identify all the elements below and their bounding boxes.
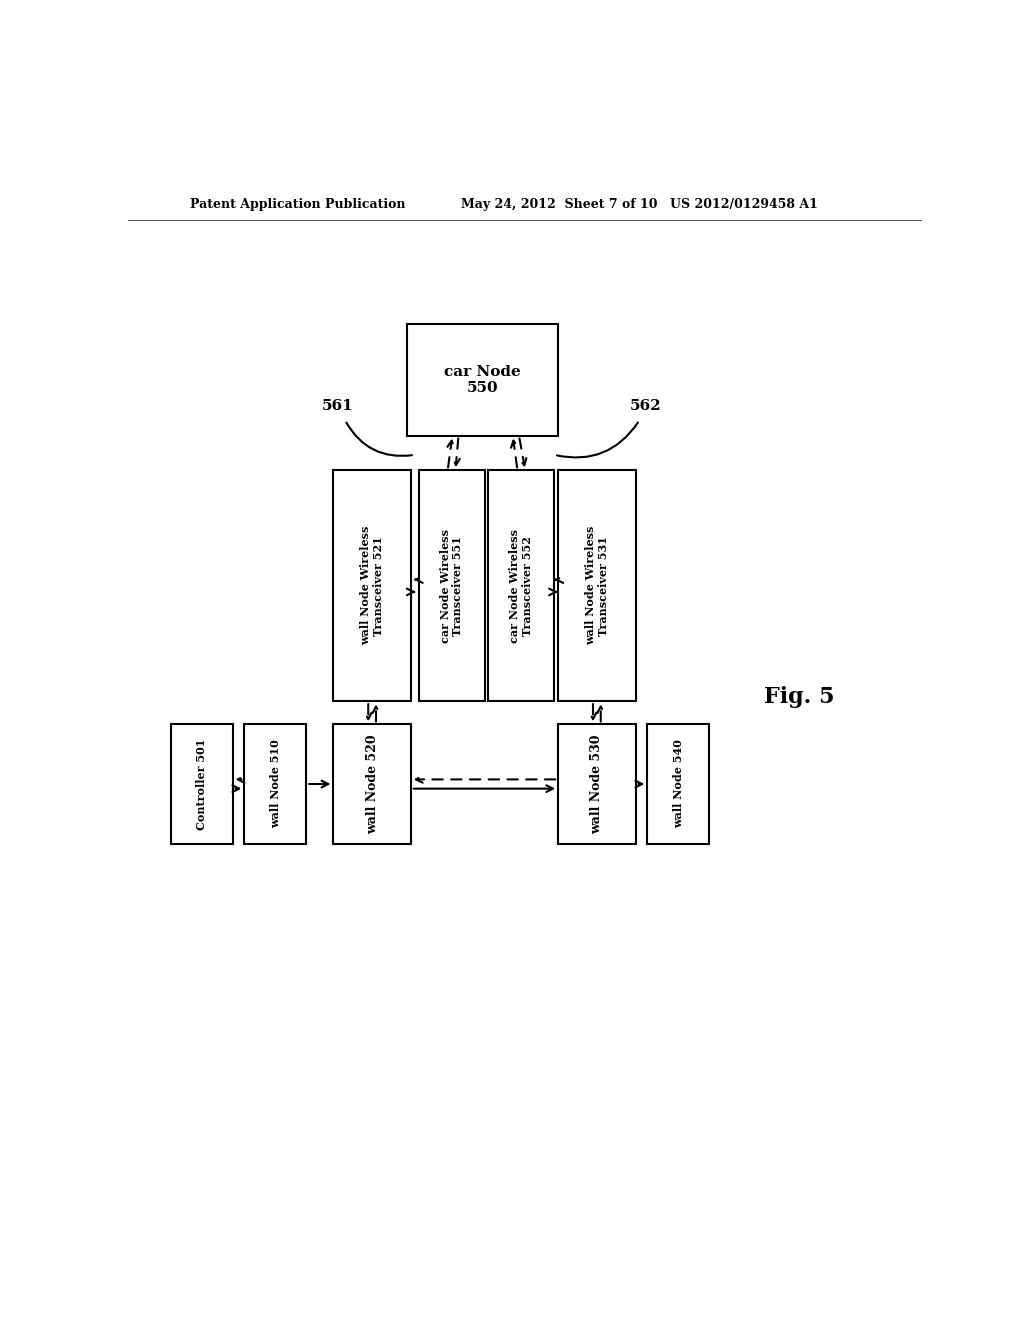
Bar [558, 725, 636, 843]
Text: wall Node 520: wall Node 520 [366, 734, 379, 834]
Bar [334, 725, 411, 843]
Bar [558, 470, 636, 701]
Text: Patent Application Publication: Patent Application Publication [190, 198, 406, 211]
Bar [647, 725, 710, 843]
Text: car Node Wireless
Transceiver 552: car Node Wireless Transceiver 552 [509, 529, 534, 643]
Bar [488, 470, 554, 701]
Text: 561: 561 [322, 399, 353, 412]
Text: wall Node 510: wall Node 510 [269, 739, 281, 829]
Bar [407, 323, 558, 436]
Text: wall Node 530: wall Node 530 [591, 734, 603, 834]
Bar [171, 725, 232, 843]
Text: May 24, 2012  Sheet 7 of 10: May 24, 2012 Sheet 7 of 10 [461, 198, 657, 211]
Text: 562: 562 [630, 399, 662, 412]
Bar [334, 470, 411, 701]
Text: wall Node 540: wall Node 540 [673, 739, 684, 829]
Bar [419, 470, 484, 701]
Bar [245, 725, 306, 843]
Text: wall Node Wireless
Transceiver 521: wall Node Wireless Transceiver 521 [360, 527, 384, 645]
Text: car Node
550: car Node 550 [444, 364, 521, 395]
Text: car Node Wireless
Transceiver 551: car Node Wireless Transceiver 551 [439, 529, 464, 643]
Text: Controller 501: Controller 501 [197, 738, 207, 830]
Text: Fig. 5: Fig. 5 [764, 686, 834, 709]
Text: wall Node Wireless
Transceiver 531: wall Node Wireless Transceiver 531 [585, 527, 609, 645]
Text: US 2012/0129458 A1: US 2012/0129458 A1 [671, 198, 818, 211]
